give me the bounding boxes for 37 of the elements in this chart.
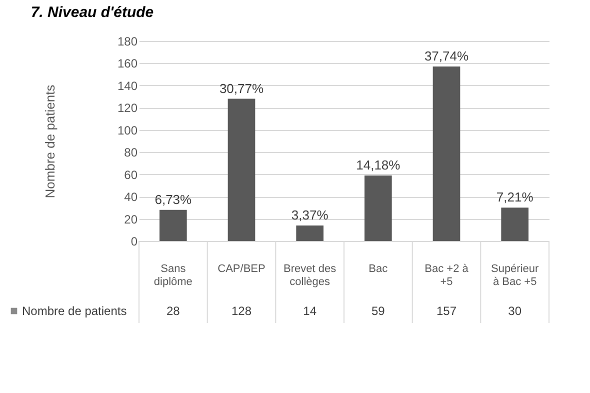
y-tick-label: 60	[124, 168, 138, 182]
annotation: 6,73%	[154, 192, 192, 207]
x-tick-label: Bac +2 à +5	[424, 263, 470, 288]
x-tick-label: Brevet des collèges	[284, 263, 337, 288]
y-tick-label: 20	[124, 212, 138, 226]
annotation: 7,21%	[496, 190, 534, 205]
annotation: 37,74%	[424, 48, 469, 64]
y-tick-label: 180	[117, 34, 138, 48]
legend-label: Nombre de patients	[22, 304, 127, 318]
bar	[364, 175, 392, 241]
bar	[160, 210, 187, 241]
bar	[432, 66, 460, 241]
annotation: 30,77%	[219, 80, 264, 96]
data-label: 14	[303, 304, 317, 318]
y-tick-label: 100	[117, 123, 138, 138]
y-tick-label: 0	[130, 234, 138, 248]
x-tick-label: Bac	[368, 263, 388, 275]
x-tick-label: CAP/BEP	[218, 263, 266, 275]
data-label: 28	[166, 304, 180, 318]
y-tick-label: 140	[117, 78, 138, 93]
data-label: 157	[436, 304, 457, 318]
bar	[296, 225, 324, 241]
bar	[228, 98, 256, 241]
annotation: 3,37%	[291, 207, 329, 222]
x-tick-label: Sans diplôme	[154, 263, 192, 288]
y-tick-label: 40	[124, 190, 138, 204]
y-tick-label: 160	[117, 56, 138, 71]
y-tick-label: 80	[124, 146, 138, 160]
data-label: 128	[231, 304, 252, 318]
x-tick-label: Supérieur à Bac +5	[490, 263, 540, 288]
y-axis-title: Nombre de patients	[42, 84, 58, 198]
annotation: 14,18%	[356, 157, 401, 172]
bar	[501, 208, 528, 241]
chart-title: 7. Niveau d'étude	[30, 4, 154, 21]
y-tick-label: 120	[117, 101, 138, 116]
data-label: 59	[371, 304, 386, 318]
data-label: 30	[508, 304, 522, 318]
